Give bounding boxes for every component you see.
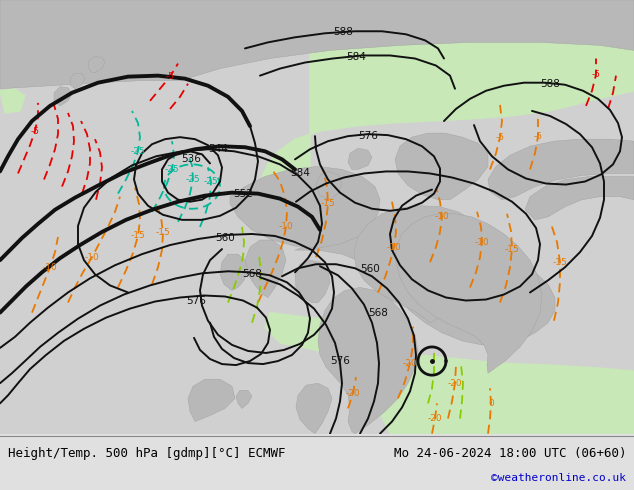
Text: 560: 560 — [360, 264, 380, 274]
Text: 588: 588 — [540, 79, 560, 89]
Polygon shape — [0, 0, 634, 89]
Polygon shape — [295, 234, 555, 345]
Text: 552: 552 — [233, 189, 253, 198]
Text: -10: -10 — [387, 243, 401, 251]
Polygon shape — [396, 214, 542, 373]
Text: -25: -25 — [186, 175, 200, 184]
Text: 0: 0 — [488, 399, 494, 408]
Polygon shape — [0, 0, 634, 434]
Text: 568: 568 — [242, 270, 262, 279]
Polygon shape — [395, 133, 488, 200]
Text: -20: -20 — [448, 379, 462, 388]
Text: -25: -25 — [131, 147, 145, 156]
Text: -5: -5 — [496, 133, 505, 142]
Polygon shape — [0, 0, 80, 32]
Text: -10: -10 — [278, 222, 294, 231]
Text: 536: 536 — [181, 154, 201, 164]
Text: -5: -5 — [30, 126, 39, 136]
Text: ©weatheronline.co.uk: ©weatheronline.co.uk — [491, 473, 626, 483]
Text: -10: -10 — [435, 212, 450, 221]
Text: -5: -5 — [533, 132, 543, 141]
Polygon shape — [0, 434, 634, 490]
Text: -20: -20 — [428, 414, 443, 423]
Polygon shape — [120, 0, 240, 35]
Polygon shape — [230, 167, 380, 248]
Text: -15: -15 — [155, 228, 171, 238]
Polygon shape — [525, 176, 634, 220]
Polygon shape — [348, 148, 372, 170]
Text: 576: 576 — [358, 131, 378, 141]
Text: -15: -15 — [131, 231, 145, 241]
Text: 588: 588 — [333, 27, 353, 37]
Text: 544: 544 — [208, 144, 228, 154]
Polygon shape — [70, 74, 85, 89]
Text: -25: -25 — [204, 177, 218, 186]
Polygon shape — [488, 139, 634, 200]
Text: -10: -10 — [475, 238, 489, 246]
Polygon shape — [88, 56, 105, 73]
Text: Height/Temp. 500 hPa [gdmp][°C] ECMWF: Height/Temp. 500 hPa [gdmp][°C] ECMWF — [8, 447, 285, 460]
Polygon shape — [236, 390, 252, 409]
Text: 568: 568 — [368, 308, 388, 318]
Text: -5: -5 — [592, 70, 600, 79]
Text: 560: 560 — [215, 233, 235, 243]
Text: 584: 584 — [290, 169, 310, 178]
Text: 584: 584 — [346, 52, 366, 63]
Polygon shape — [316, 172, 342, 200]
Text: -20: -20 — [403, 359, 417, 368]
Polygon shape — [220, 254, 248, 291]
Polygon shape — [54, 87, 72, 106]
Text: -10: -10 — [42, 263, 57, 272]
Text: Mo 24-06-2024 18:00 UTC (06+60): Mo 24-06-2024 18:00 UTC (06+60) — [394, 447, 626, 460]
Text: 576: 576 — [186, 295, 206, 306]
Polygon shape — [318, 288, 418, 434]
Text: -5: -5 — [165, 72, 174, 81]
Text: -10: -10 — [84, 253, 100, 262]
Polygon shape — [295, 260, 330, 302]
Polygon shape — [0, 89, 25, 113]
Text: 576: 576 — [330, 356, 350, 366]
Text: -25: -25 — [165, 165, 179, 174]
Text: -15: -15 — [321, 199, 335, 208]
Polygon shape — [354, 206, 490, 323]
Text: -15: -15 — [505, 245, 519, 254]
Text: -20: -20 — [346, 389, 360, 398]
Polygon shape — [245, 240, 286, 297]
Text: -15: -15 — [553, 258, 567, 267]
Polygon shape — [296, 383, 332, 434]
Polygon shape — [260, 0, 634, 207]
Polygon shape — [370, 353, 634, 434]
Polygon shape — [265, 313, 400, 353]
Polygon shape — [188, 379, 235, 421]
